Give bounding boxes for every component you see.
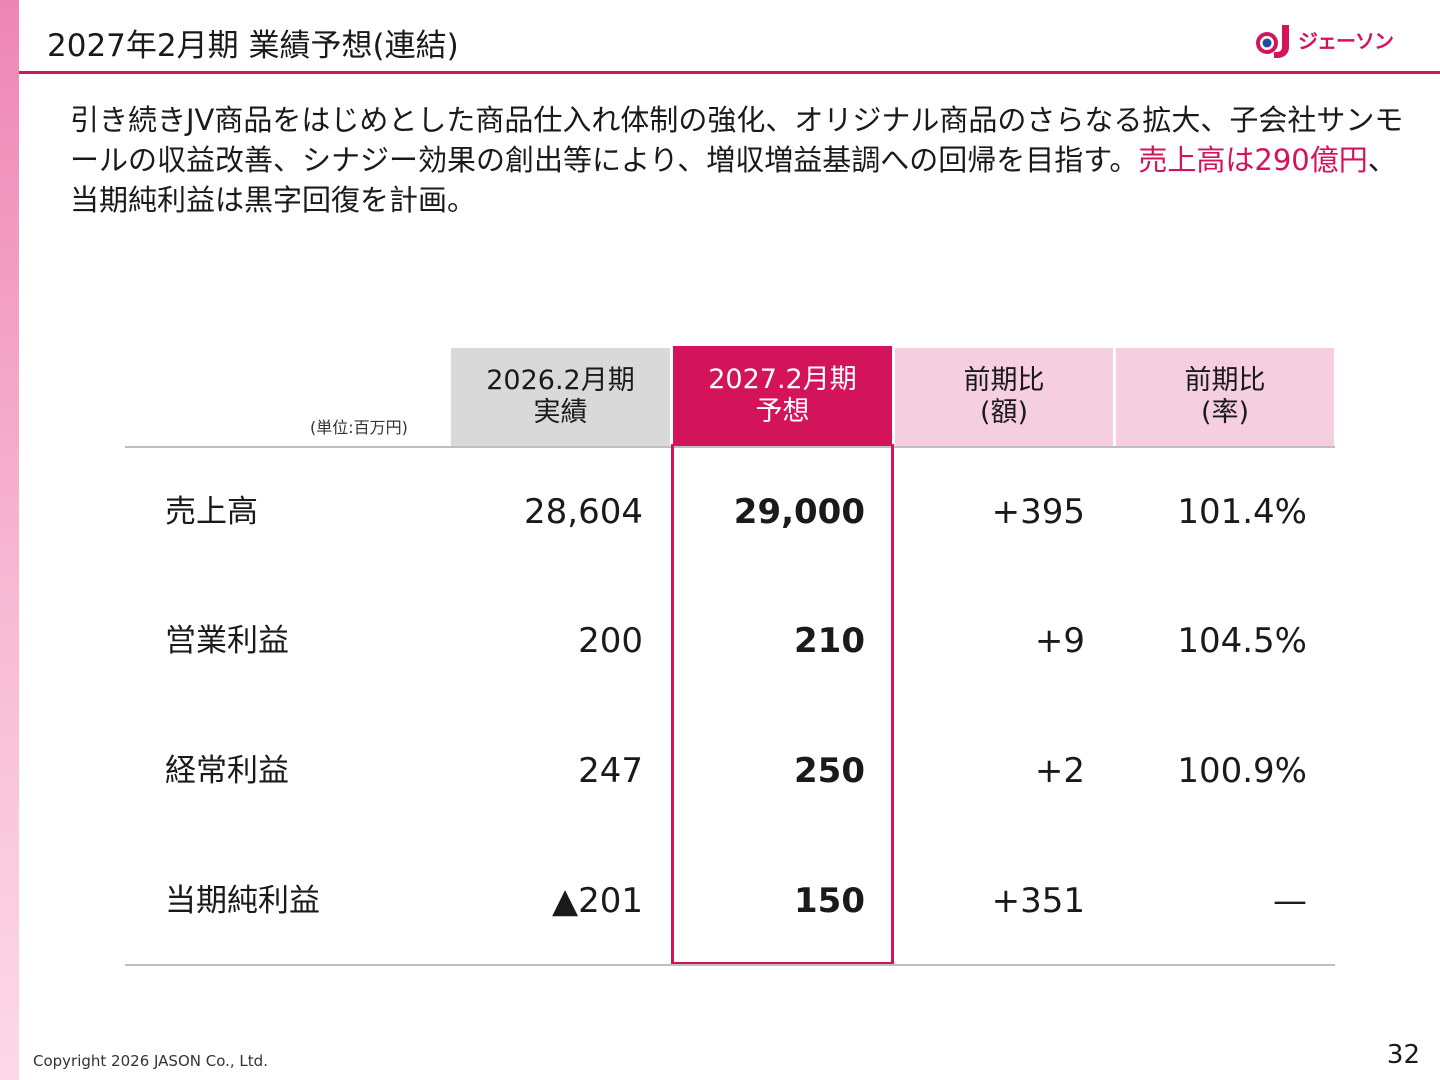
title-divider — [19, 71, 1440, 74]
header-yoy-rate: 前期比 (率) — [1116, 348, 1334, 446]
yoy-amount: +9 — [1034, 621, 1085, 661]
table-row: 当期純利益 ▲201 150 +351 — — [125, 871, 1335, 931]
yoy-rate: 100.9% — [1177, 751, 1307, 791]
header-prior-actual: 2026.2月期 実績 — [451, 348, 670, 446]
header-yoy-amount: 前期比 (額) — [895, 348, 1113, 446]
page-title: 2027年2月期 業績予想(連結) — [47, 28, 459, 64]
company-logo: ジェーソン — [1254, 23, 1394, 59]
forecast-column-highlight — [671, 444, 894, 965]
row-label: 経常利益 — [165, 753, 289, 789]
forecast-value: 250 — [794, 751, 865, 791]
header-line2: 実績 — [533, 397, 588, 428]
header-line1: 2026.2月期 — [486, 365, 635, 396]
yoy-amount: +2 — [1034, 751, 1085, 791]
yoy-amount: +395 — [991, 492, 1085, 532]
header-line1: 2027.2月期 — [708, 364, 857, 395]
intro-highlight: 売上高は290億円 — [1138, 143, 1368, 177]
page-number: 32 — [1386, 1040, 1420, 1070]
table-row: 営業利益 200 210 +9 104.5% — [125, 611, 1335, 671]
row-label: 営業利益 — [165, 623, 289, 659]
table-row: 経常利益 247 250 +2 100.9% — [125, 741, 1335, 801]
unit-note: (単位:百万円) — [310, 418, 408, 437]
header-line1: 前期比 — [963, 365, 1045, 396]
row-label: 当期純利益 — [165, 883, 320, 919]
logo-mark-icon — [1256, 25, 1289, 58]
forecast-value: 210 — [794, 621, 865, 661]
intro-text: 引き続きJV商品をはじめとした商品仕入れ体制の強化、オリジナル商品のさらなる拡大… — [70, 103, 1404, 177]
yoy-rate: 101.4% — [1177, 492, 1307, 532]
table-bottom-rule — [125, 964, 1335, 966]
prior-value: 247 — [578, 751, 643, 791]
forecast-value: 150 — [794, 881, 865, 921]
intro-paragraph: 引き続きJV商品をはじめとした商品仕入れ体制の強化、オリジナル商品のさらなる拡大… — [70, 100, 1410, 220]
row-label: 売上高 — [165, 494, 258, 530]
header-line2: (額) — [979, 397, 1029, 428]
intro-tail: 、当期純利益は黒字回復を計画。 — [70, 143, 1397, 217]
yoy-rate: 104.5% — [1177, 621, 1307, 661]
header-line2: (率) — [1200, 397, 1250, 428]
forecast-value: 29,000 — [733, 492, 865, 532]
prior-value: 200 — [578, 621, 643, 661]
header-forecast: 2027.2月期 予想 — [673, 346, 892, 446]
prior-value: ▲201 — [551, 881, 643, 921]
prior-value: 28,604 — [524, 492, 643, 532]
copyright: Copyright 2026 JASON Co., Ltd. — [33, 1052, 268, 1070]
side-accent-bar — [0, 0, 19, 1080]
yoy-amount: +351 — [991, 881, 1085, 921]
header-line1: 前期比 — [1184, 365, 1266, 396]
header-line2: 予想 — [755, 396, 810, 427]
table-top-rule — [125, 446, 1335, 448]
yoy-rate: — — [1273, 881, 1307, 921]
table-row: 売上高 28,604 29,000 +395 101.4% — [125, 482, 1335, 542]
logo-text: ジェーソン — [1298, 29, 1394, 53]
